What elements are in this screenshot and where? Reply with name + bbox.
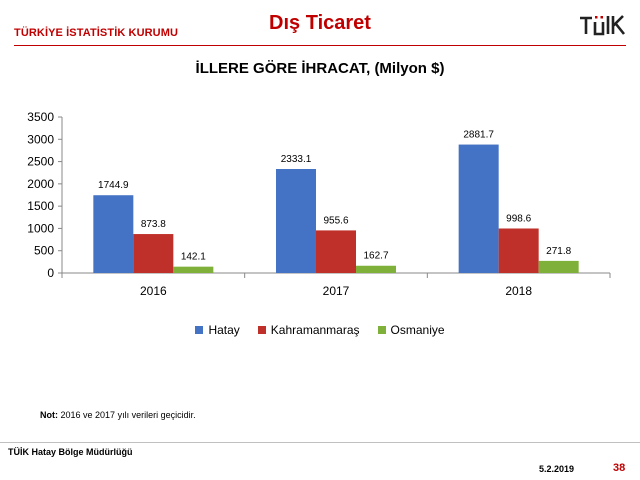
legend-label-hatay: Hatay xyxy=(208,323,240,337)
x-tick-label: 2016 xyxy=(140,284,167,298)
data-label: 955.6 xyxy=(323,215,348,226)
y-tick-label: 3000 xyxy=(27,132,54,146)
y-tick-label: 1500 xyxy=(27,199,54,213)
footnote-text: 2016 ve 2017 yılı verileri geçicidir. xyxy=(60,410,196,420)
bar xyxy=(316,230,356,273)
y-tick-label: 2500 xyxy=(27,155,54,169)
legend-label-kahramanmaras: Kahramanmaraş xyxy=(270,323,360,337)
bar xyxy=(276,169,316,273)
data-label: 2881.7 xyxy=(463,130,494,141)
data-label: 271.8 xyxy=(546,246,571,257)
y-tick-label: 3500 xyxy=(27,110,54,124)
bar xyxy=(93,195,134,273)
data-label: 142.1 xyxy=(181,252,206,263)
bar xyxy=(498,228,539,273)
data-label: 162.7 xyxy=(363,251,388,262)
bar xyxy=(173,266,214,273)
bar xyxy=(133,234,174,273)
y-tick-label: 0 xyxy=(47,266,54,280)
slide-title: Dış Ticaret xyxy=(269,12,371,34)
bar xyxy=(458,144,499,273)
legend-swatch-osmaniye xyxy=(377,326,386,334)
page-number: 38 xyxy=(613,462,626,474)
footer-org: TÜİK Hatay Bölge Müdürlüğü xyxy=(8,447,133,457)
legend-label-osmaniye: Osmaniye xyxy=(390,323,445,337)
footer-divider xyxy=(0,442,640,443)
footnote: Not: 2016 ve 2017 yılı verileri geçicidi… xyxy=(40,410,196,420)
legend-item-hatay: Hatay xyxy=(195,323,240,337)
x-tick-label: 2018 xyxy=(505,284,532,298)
bar xyxy=(356,265,396,273)
bar-chart: 0 500 1000 1500 2000 2500 3000 3500 1744.9 873.8 1… xyxy=(27,110,611,298)
data-label: 998.6 xyxy=(506,213,531,224)
legend-swatch-kahramanmaras xyxy=(257,326,266,334)
footer-date: 5.2.2019 xyxy=(539,464,575,474)
data-label: 873.8 xyxy=(141,219,166,230)
y-tick-label: 1000 xyxy=(27,221,54,235)
y-tick-label: 2000 xyxy=(27,177,54,191)
legend-item-kahramanmaras: Kahramanmaraş xyxy=(257,323,360,337)
legend-item-osmaniye: Osmaniye xyxy=(377,323,445,337)
org-name: TÜRKİYE İSTATİSTİK KURUMU xyxy=(14,27,179,39)
chart-legend: Hatay Kahramanmaraş Osmaniye xyxy=(0,323,640,337)
y-tick-label: 500 xyxy=(34,244,54,258)
data-label: 2333.1 xyxy=(281,154,312,165)
footnote-label: Not: xyxy=(40,410,58,420)
x-tick-label: 2017 xyxy=(323,284,350,298)
legend-swatch-hatay xyxy=(195,326,204,334)
chart-title: İLLERE GÖRE İHRACAT, (Milyon $) xyxy=(195,60,445,77)
bar xyxy=(538,260,579,273)
data-label: 1744.9 xyxy=(98,180,129,191)
header-divider xyxy=(14,45,626,46)
tuik-logo-icon xyxy=(580,15,626,36)
